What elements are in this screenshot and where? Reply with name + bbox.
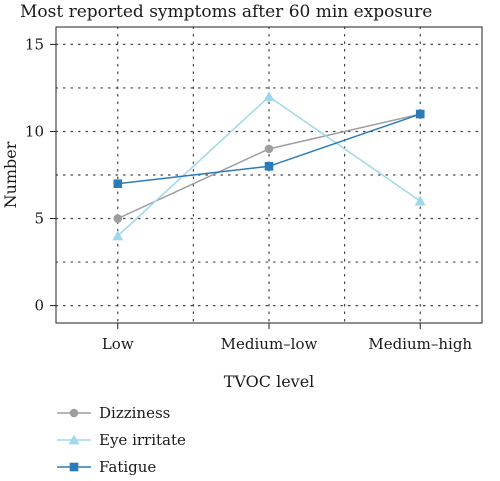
data-point (113, 179, 123, 189)
legend-label: Fatigue (99, 458, 156, 476)
x-axis-label: TVOC level (224, 372, 315, 391)
data-point (263, 91, 275, 102)
y-tick-label: 0 (34, 297, 44, 315)
data-point (415, 109, 425, 119)
y-tick-label: 15 (25, 35, 44, 53)
series-group (112, 91, 426, 241)
y-tick-label: 5 (34, 210, 44, 228)
legend-label: Dizziness (99, 404, 170, 422)
grid (55, 26, 483, 324)
x-tick-label: Low (102, 335, 134, 353)
y-axis-label: Number (1, 141, 20, 208)
legend: Dizziness Eye irritate Fatigue (57, 404, 186, 476)
data-point (264, 144, 274, 154)
legend-marker (69, 408, 79, 418)
series-fatigue (113, 109, 425, 189)
legend-item: Eye irritate (57, 431, 186, 449)
data-point (414, 195, 426, 206)
x-tick-label: Medium–low (221, 335, 318, 353)
legend-item: Fatigue (57, 458, 156, 476)
axes: 0 5 10 15 Low Medium–low Medium–high (25, 35, 473, 353)
series-eye-irritate (112, 91, 426, 241)
legend-marker (68, 434, 80, 445)
data-point (113, 214, 123, 223)
y-tick-label: 10 (25, 122, 44, 140)
legend-marker (69, 462, 79, 472)
x-tick-label: Medium–high (368, 335, 472, 353)
legend-item: Dizziness (57, 404, 170, 422)
legend-label: Eye irritate (99, 431, 186, 449)
data-point (264, 161, 274, 171)
chart-title: Most reported symptoms after 60 min expo… (20, 2, 432, 22)
data-point (112, 230, 124, 241)
